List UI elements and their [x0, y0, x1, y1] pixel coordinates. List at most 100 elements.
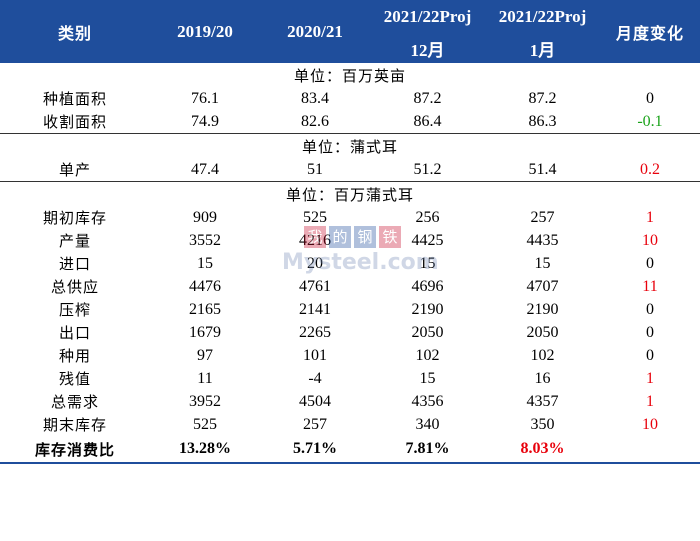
table-row: 总需求 3952 4504 4356 4357 1: [0, 390, 700, 413]
cell: 4356: [411, 392, 444, 410]
change-cell: 11: [642, 277, 658, 295]
cell: 5.71%: [260, 436, 370, 464]
change-cell: 0.2: [640, 160, 660, 178]
cell: 7.81%: [370, 436, 485, 464]
cell: 4707: [526, 277, 559, 295]
cell: 102: [530, 346, 555, 364]
cell: 11: [197, 369, 213, 387]
header-col-proj-dec: 2021/22Proj: [370, 0, 485, 33]
cell: 15: [419, 369, 436, 387]
unit-label: 单位：百万英亩: [293, 66, 406, 85]
cell: 87.2: [528, 89, 557, 107]
cell: 86.4: [413, 112, 442, 130]
cell: -4: [308, 369, 322, 387]
header-col-proj-jan: 2021/22Proj: [485, 0, 600, 33]
change-cell: 0: [646, 300, 654, 318]
change-cell: 1: [646, 369, 654, 387]
row-label: 收割面积: [42, 113, 107, 131]
row-label: 期末库存: [42, 416, 107, 434]
cell: 82.6: [301, 112, 329, 130]
unit-label: 单位：蒲式耳: [0, 133, 700, 158]
cell: 525: [303, 208, 327, 226]
row-label: 单产: [58, 161, 91, 179]
change-cell: 0: [646, 346, 654, 364]
cell: 2141: [299, 300, 331, 318]
cell: 4761: [299, 277, 331, 295]
header-row: 类别 2019/20 2020/21 2021/22Proj 2021/22Pr…: [0, 0, 700, 63]
table-row: 出口 1679 2265 2050 2050 0: [0, 321, 700, 344]
cell: 340: [415, 415, 440, 433]
table-row: 种用 97 101 102 102 0: [0, 344, 700, 367]
change-cell: -0.1: [637, 112, 663, 130]
cell: 2165: [189, 300, 221, 318]
change-cell: [600, 436, 700, 464]
unit-label: 单位：百万蒲式耳: [0, 181, 700, 206]
row-label: 种植面积: [42, 90, 107, 108]
change-cell: 0: [646, 254, 654, 272]
header-col-2019-20: 2019/20: [150, 0, 260, 63]
cell: 2190: [411, 300, 444, 318]
cell: 51.4: [528, 160, 557, 178]
cell: 525: [193, 415, 217, 433]
table-row: 进口 15 20 15 15 0: [0, 252, 700, 275]
cell: 87.2: [413, 89, 442, 107]
header-sub-jan: 1月: [485, 33, 600, 63]
change-cell: 0: [646, 323, 654, 341]
row-label: 出口: [58, 324, 91, 342]
cell: 350: [530, 415, 555, 433]
table-row: 收割面积 74.9 82.6 86.4 86.3 -0.1: [0, 110, 700, 134]
row-label: 压榨: [58, 301, 91, 319]
cell: 4476: [189, 277, 221, 295]
row-label: 进口: [58, 255, 91, 273]
table-row: 残值 11 -4 15 16 1: [0, 367, 700, 390]
cell: 15: [197, 254, 213, 272]
cell: 8.03%: [485, 436, 600, 464]
change-cell: 10: [642, 415, 658, 433]
table-row: 种植面积 76.1 83.4 87.2 87.2 0: [0, 87, 700, 110]
cell: 2050: [526, 323, 559, 341]
cell: 13.28%: [150, 436, 260, 464]
cell: 74.9: [191, 112, 219, 130]
header-sub-dec: 12月: [370, 33, 485, 63]
table-row: 期末库存 525 257 340 350 10: [0, 413, 700, 436]
row-label: 总需求: [50, 393, 99, 411]
cell: 4435: [526, 231, 559, 249]
table-row: 总供应 4476 4761 4696 4707 11: [0, 275, 700, 298]
row-label: 产量: [58, 232, 91, 250]
cell: 47.4: [191, 160, 219, 178]
cell: 257: [303, 415, 327, 433]
change-cell: 10: [642, 231, 658, 249]
cell: 97: [197, 346, 213, 364]
cell: 101: [303, 346, 327, 364]
row-label: 总供应: [50, 278, 99, 296]
change-cell: 1: [646, 392, 654, 410]
table-row: 单产 47.4 51 51.2 51.4 0.2: [0, 158, 700, 182]
change-cell: 0: [646, 89, 654, 107]
cell: 51.2: [413, 160, 442, 178]
cell: 51: [307, 160, 323, 178]
change-cell: 1: [646, 208, 654, 226]
header-subrow: 12月 1月: [0, 33, 700, 63]
cell: 1679: [189, 323, 221, 341]
row-label: 库存消费比: [0, 436, 150, 464]
cell: 2050: [411, 323, 444, 341]
cell: 76.1: [191, 89, 219, 107]
cell: 4357: [526, 392, 559, 410]
cell: 83.4: [301, 89, 329, 107]
table-row: 期初库存 909 525 256 257 1: [0, 206, 700, 229]
cell: 4504: [299, 392, 331, 410]
header-monthly-change: 月度变化: [600, 0, 700, 63]
cell: 86.3: [528, 112, 557, 130]
cell: 909: [193, 208, 217, 226]
cell: 256: [415, 208, 440, 226]
cell: 3552: [189, 231, 221, 249]
cell: 2265: [299, 323, 331, 341]
cell: 20: [307, 254, 323, 272]
cell: 4425: [411, 231, 444, 249]
table-row: 产量 3552 4216 4425 4435 10: [0, 229, 700, 252]
header-category: 类别: [0, 0, 150, 63]
wasde-table: 类别 2019/20 2020/21 2021/22Proj 2021/22Pr…: [0, 0, 700, 464]
cell: 4696: [411, 277, 444, 295]
cell: 4216: [299, 231, 331, 249]
cell: 16: [534, 369, 551, 387]
